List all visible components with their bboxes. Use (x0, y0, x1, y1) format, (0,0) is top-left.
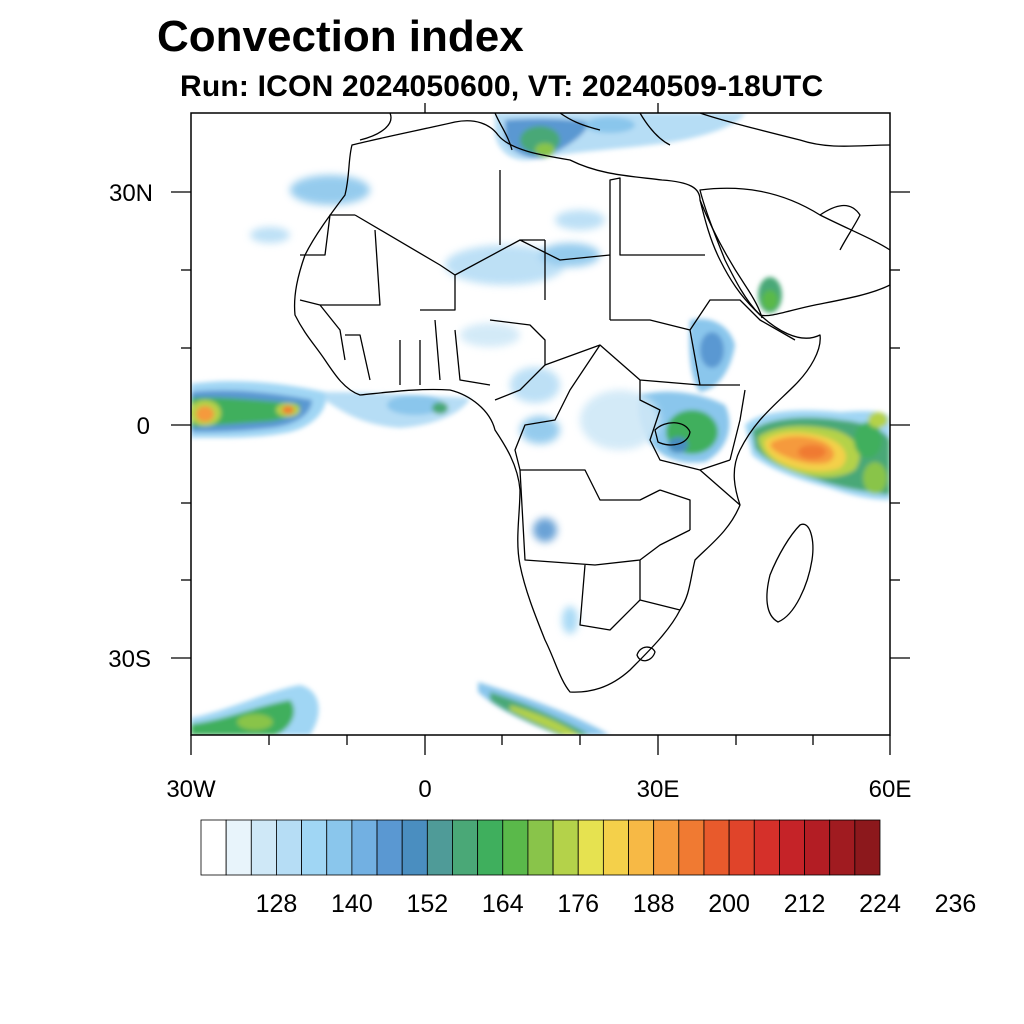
colorbar-swatch (200, 819, 227, 876)
borders-south (519, 389, 746, 631)
red-sea (699, 199, 763, 319)
colorbar-tick-label: 188 (633, 890, 675, 918)
sahel-convection (250, 175, 660, 634)
persian-gulf (819, 204, 861, 251)
lat-label-30s: 30S (108, 646, 151, 673)
colorbar-swatch (225, 819, 252, 876)
colorbar-tick-label: 152 (406, 890, 448, 918)
colorbar-tick-label: 200 (708, 890, 750, 918)
axis-ticks (171, 103, 910, 755)
lon-label-0: 0 (418, 776, 431, 803)
atlantic-convection-band (191, 381, 470, 438)
africa-coastline (293, 120, 821, 693)
colorbar-swatch (577, 819, 604, 876)
map-title: Convection index (157, 12, 524, 61)
lon-label-60e: 60E (869, 776, 912, 803)
borders-central (514, 299, 796, 501)
lesotho (636, 646, 656, 662)
colorbar-swatch (351, 819, 378, 876)
lon-label-30e: 30E (637, 776, 680, 803)
colorbar-swatch (552, 819, 579, 876)
colorbar-swatch (502, 819, 529, 876)
south-atlantic-convection (191, 682, 610, 735)
convection-field (191, 113, 890, 735)
colorbar-tick-label: 128 (256, 890, 298, 918)
colorbar-swatch (854, 819, 881, 876)
lat-label-0: 0 (137, 413, 150, 440)
colorbar-swatch (527, 819, 554, 876)
colorbar (200, 819, 881, 876)
lake-victoria (654, 422, 691, 446)
colorbar-swatch (326, 819, 353, 876)
colorbar-swatch (250, 819, 277, 876)
colorbar-tick-label: 164 (482, 890, 524, 918)
coastlines-borders (293, 113, 890, 693)
indian-ocean-convection (745, 410, 890, 500)
colorbar-swatch (753, 819, 780, 876)
colorbar-swatch (602, 819, 629, 876)
colorbar-swatch (301, 819, 328, 876)
borders-west (299, 299, 546, 401)
iberia (359, 113, 392, 141)
colorbar-swatch (276, 819, 302, 876)
mediterranean-north (494, 113, 890, 151)
map-subtitle: Run: ICON 2024050600, VT: 20240509-18UTC (180, 70, 824, 103)
east-africa-convection (638, 277, 782, 463)
borders-north (300, 170, 705, 320)
colorbar-swatch (804, 819, 831, 876)
colorbar-swatch (477, 819, 504, 876)
colorbar-swatch (703, 819, 730, 876)
madagascar (766, 523, 814, 623)
colorbar-swatch (678, 819, 705, 876)
mediterranean-convection (495, 113, 745, 161)
colorbar-swatch (628, 819, 655, 876)
colorbar-tick-label: 212 (784, 890, 826, 918)
colorbar-swatch (653, 819, 680, 876)
colorbar-swatch (401, 819, 428, 876)
colorbar-labels: 128 140 152 164 176 188 200 212 224 236 (256, 890, 977, 918)
plot-frame (190, 112, 891, 736)
lat-label-30n: 30N (109, 180, 153, 207)
colorbar-swatch (779, 819, 805, 876)
colorbar-swatch (426, 819, 453, 876)
colorbar-tick-label: 140 (331, 890, 373, 918)
colorbar-swatch (376, 819, 403, 876)
arabia (699, 187, 890, 317)
colorbar-swatch (452, 819, 479, 876)
lon-label-30w: 30W (166, 776, 216, 803)
colorbar-tick-label: 224 (859, 890, 901, 918)
colorbar-tick-label: 176 (557, 890, 599, 918)
colorbar-tick-label: 236 (935, 890, 977, 918)
colorbar-swatch (829, 819, 856, 876)
colorbar-swatch (728, 819, 755, 876)
